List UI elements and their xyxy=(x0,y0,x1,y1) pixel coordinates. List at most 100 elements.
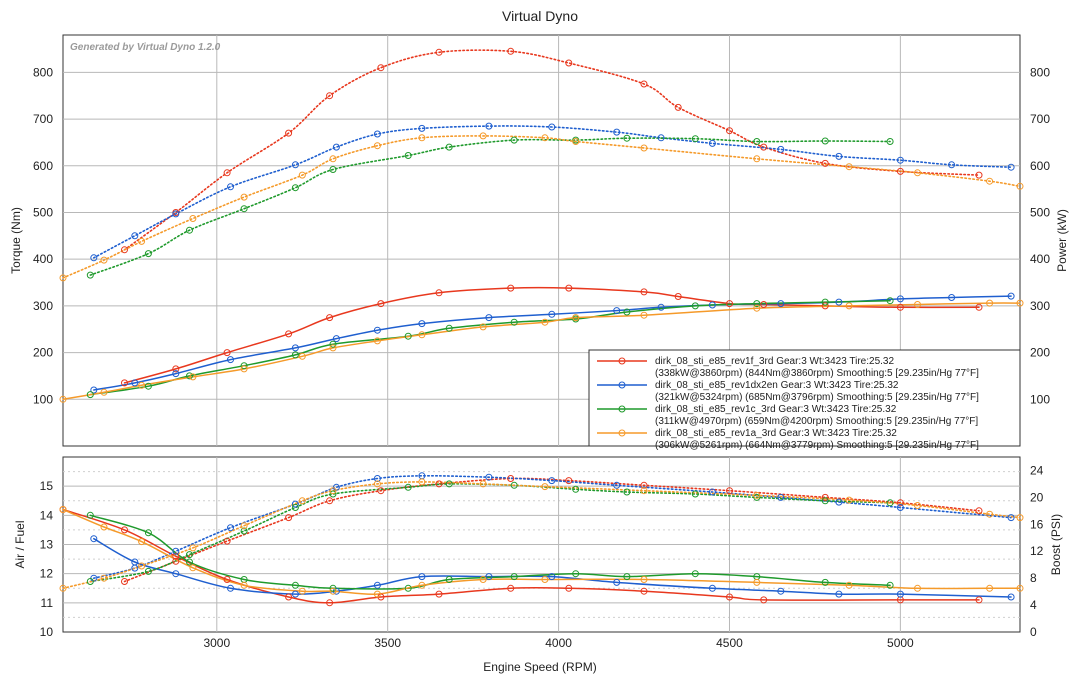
boost-series-1-point xyxy=(896,499,904,507)
power-series-3-point xyxy=(144,382,152,390)
boost-series-2-point xyxy=(291,500,299,508)
power-series-4-point xyxy=(418,331,426,339)
power-series-3-point xyxy=(186,372,193,380)
rpm-tick-label: 5000 xyxy=(887,636,914,650)
boost-series-2-point xyxy=(373,475,381,482)
torque-series-2-point xyxy=(1007,163,1015,171)
legend-marker xyxy=(618,381,626,389)
torque-series-3-point xyxy=(186,226,193,234)
boost-series-1-point xyxy=(285,514,293,522)
afr-series-1-point xyxy=(121,526,128,534)
power-series-1-line xyxy=(123,286,980,384)
power-series-3-point xyxy=(291,351,299,359)
torque-tick-label: 400 xyxy=(33,252,53,266)
afr-series-2-point xyxy=(1007,593,1015,601)
boost-series-4-point xyxy=(753,491,761,499)
torque-series-2-point xyxy=(948,161,956,169)
power-series-4-point xyxy=(100,388,108,396)
afr-series-2-point xyxy=(548,573,556,581)
watermark-text: Generated by Virtual Dyno 1.2.0 xyxy=(70,42,221,53)
boost-series-2-point xyxy=(835,498,843,506)
power-series-2-point xyxy=(172,370,180,378)
torque-series-3-point xyxy=(329,166,337,173)
afr-tick-label: 10 xyxy=(40,625,54,639)
power-series-1-point xyxy=(565,284,573,292)
power-axis-label: Power (kW) xyxy=(1055,209,1069,272)
torque-series-4-point xyxy=(100,256,108,264)
boost-series-4-point xyxy=(59,584,67,592)
afr-series-2-point xyxy=(227,584,234,592)
power-series-3-point xyxy=(86,391,94,399)
boost-series-3-point xyxy=(144,567,152,575)
torque-tick-label: 500 xyxy=(33,205,53,219)
power-tick-label: 300 xyxy=(1030,299,1050,313)
boost-tick-label: 8 xyxy=(1030,571,1037,585)
power-series-1-point xyxy=(674,293,682,300)
afr-series-3-point xyxy=(445,576,453,583)
boost-series-2-point xyxy=(708,488,716,496)
torque-tick-label: 200 xyxy=(33,346,53,360)
boost-series-3-point xyxy=(186,551,193,559)
afr-tick-label: 13 xyxy=(40,538,54,552)
afr-series-4-point xyxy=(418,581,426,589)
afr-series-2-point xyxy=(373,581,381,589)
power-tick-label: 600 xyxy=(1030,159,1050,173)
power-series-3-point xyxy=(329,340,337,348)
boost-series-3-point xyxy=(240,527,248,535)
torque-series-4-point xyxy=(138,237,146,245)
power-series-1-point xyxy=(285,330,293,338)
boost-series-4-point xyxy=(138,562,146,570)
afr-series-4-point xyxy=(640,576,648,583)
torque-series-1-point xyxy=(285,129,293,137)
power-series-1-point xyxy=(760,301,768,308)
boost-series-2-point xyxy=(777,493,785,501)
afr-series-2-point xyxy=(90,535,98,543)
boost-tick-label: 24 xyxy=(1030,463,1044,477)
torque-series-2-point xyxy=(708,139,716,147)
boost-series-1-point xyxy=(640,481,648,489)
afr-series-4-point xyxy=(189,564,197,572)
boost-series-4-point xyxy=(479,480,487,488)
afr-series-3-point xyxy=(329,584,337,592)
power-series-4-point xyxy=(914,301,921,308)
afr-tick-label: 15 xyxy=(40,479,54,493)
torque-series-1-point xyxy=(760,143,768,151)
torque-series-3-point xyxy=(404,152,412,159)
boost-series-3-point xyxy=(886,499,894,507)
boost-axis-label: Boost (PSI) xyxy=(1049,514,1063,575)
afr-series-2-point xyxy=(485,573,493,581)
boost-series-2-point xyxy=(1007,514,1015,522)
torque-series-4-point xyxy=(418,134,426,142)
power-series-3-point xyxy=(240,362,248,370)
boost-series-1-point xyxy=(821,493,829,501)
torque-series-1-point xyxy=(896,167,904,175)
boost-series-1-point xyxy=(121,578,128,585)
power-series-4-point xyxy=(59,395,67,403)
afr-series-4-point xyxy=(753,578,761,586)
power-series-1-point xyxy=(726,300,733,308)
power-series-3-point xyxy=(510,318,518,326)
boost-series-1-point xyxy=(435,480,443,488)
afr-series-2-point xyxy=(291,590,299,598)
boost-series-1-point xyxy=(172,557,180,565)
torque-series-4-point xyxy=(986,177,994,185)
torque-series-2-point xyxy=(172,210,180,218)
torque-series-1-point xyxy=(223,169,231,177)
power-series-3-point xyxy=(404,332,412,340)
afr-tick-label: 12 xyxy=(40,567,54,581)
afr-series-1-point xyxy=(640,587,648,595)
boost-series-4-point xyxy=(329,487,337,495)
power-series-4-point xyxy=(138,381,146,389)
torque-series-3-point xyxy=(144,250,152,258)
power-tick-label: 200 xyxy=(1030,346,1050,360)
boost-series-2-point xyxy=(485,473,493,481)
torque-series-4-point xyxy=(373,142,381,150)
afr-series-3-point xyxy=(186,558,193,566)
torque-series-1-point xyxy=(975,171,983,179)
torque-tick-label: 100 xyxy=(33,392,53,406)
power-series-3-point xyxy=(886,297,894,305)
power-series-1-point xyxy=(223,349,231,357)
boost-series-2-point xyxy=(896,504,904,511)
power-series-2-point xyxy=(708,301,716,309)
